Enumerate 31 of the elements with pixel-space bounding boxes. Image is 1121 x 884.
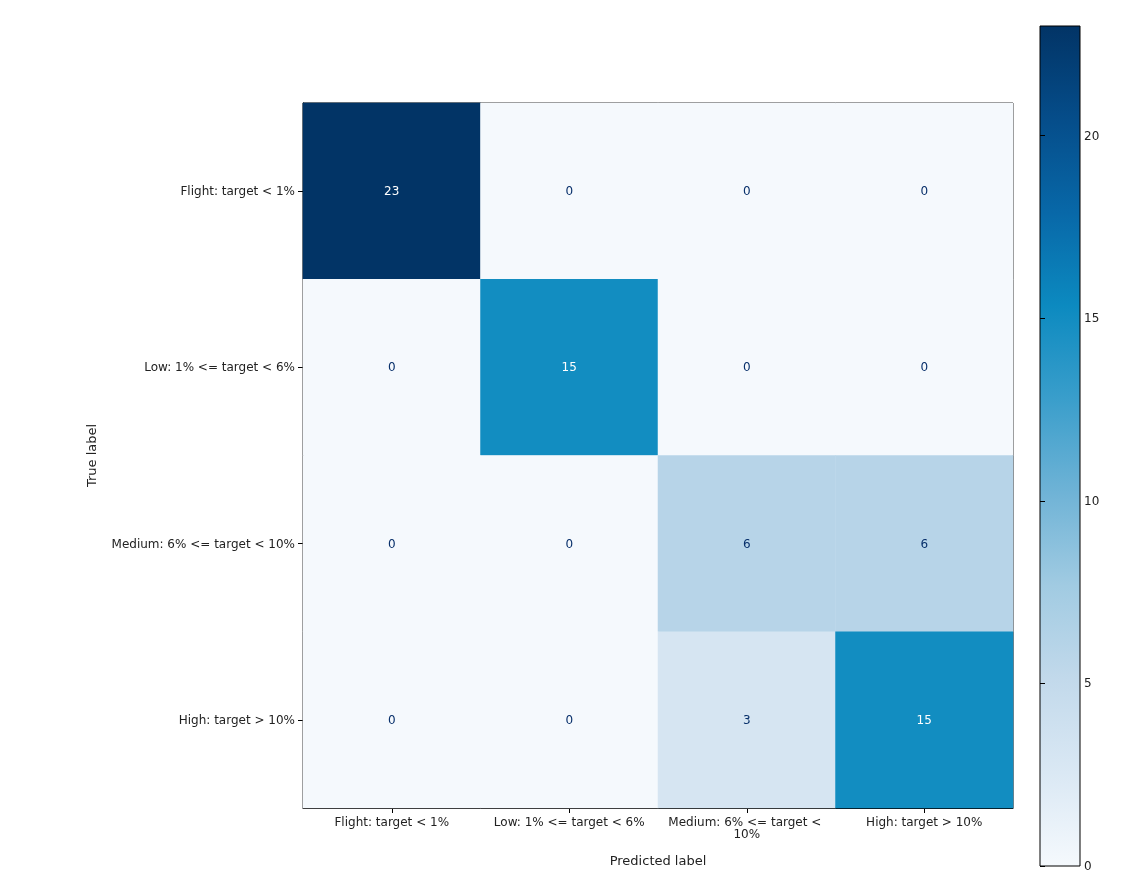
data-label: 0 — [565, 184, 574, 199]
y-tick-label: Flight: target < 1% — [180, 184, 295, 199]
x-tick-label: Low: 1% <= target < 6% — [493, 815, 645, 829]
y-tick-label: High: target > 10% — [178, 712, 295, 727]
data-label: 0 — [387, 712, 396, 727]
data-label: 0 — [565, 712, 574, 727]
color-bar-label: 20 — [1084, 128, 1100, 143]
data-label: 23 — [384, 184, 400, 199]
data-label: 0 — [387, 536, 396, 551]
y-tick-label: Low: 1% <= target < 6% — [144, 360, 295, 375]
data-label: 0 — [742, 360, 751, 375]
data-label: 15 — [916, 712, 932, 727]
x-axis-title: Predicted label — [609, 853, 707, 868]
x-tick-label: Medium: 6% <= target < 10% — [668, 815, 826, 841]
y-tick-label: Medium: 6% <= target < 10% — [111, 536, 295, 551]
x-tick-label: Flight: target < 1% — [334, 815, 450, 829]
y-axis-title: True label — [84, 423, 99, 489]
data-label: 0 — [742, 184, 751, 199]
data-label: 0 — [920, 184, 929, 199]
data-label: 0 — [920, 360, 929, 375]
color-bar-label: 10 — [1084, 493, 1100, 508]
data-label: 3 — [742, 712, 751, 727]
data-label: 6 — [920, 536, 929, 551]
color-bar-label: 0 — [1084, 859, 1092, 873]
data-label: 15 — [561, 360, 577, 375]
data-label: 0 — [565, 536, 574, 551]
data-label: 6 — [742, 536, 751, 551]
color-bar-label: 15 — [1084, 311, 1100, 326]
x-tick-label: High: target > 10% — [866, 815, 983, 829]
color-bar-label: 5 — [1084, 676, 1092, 691]
data-label: 0 — [387, 360, 396, 375]
